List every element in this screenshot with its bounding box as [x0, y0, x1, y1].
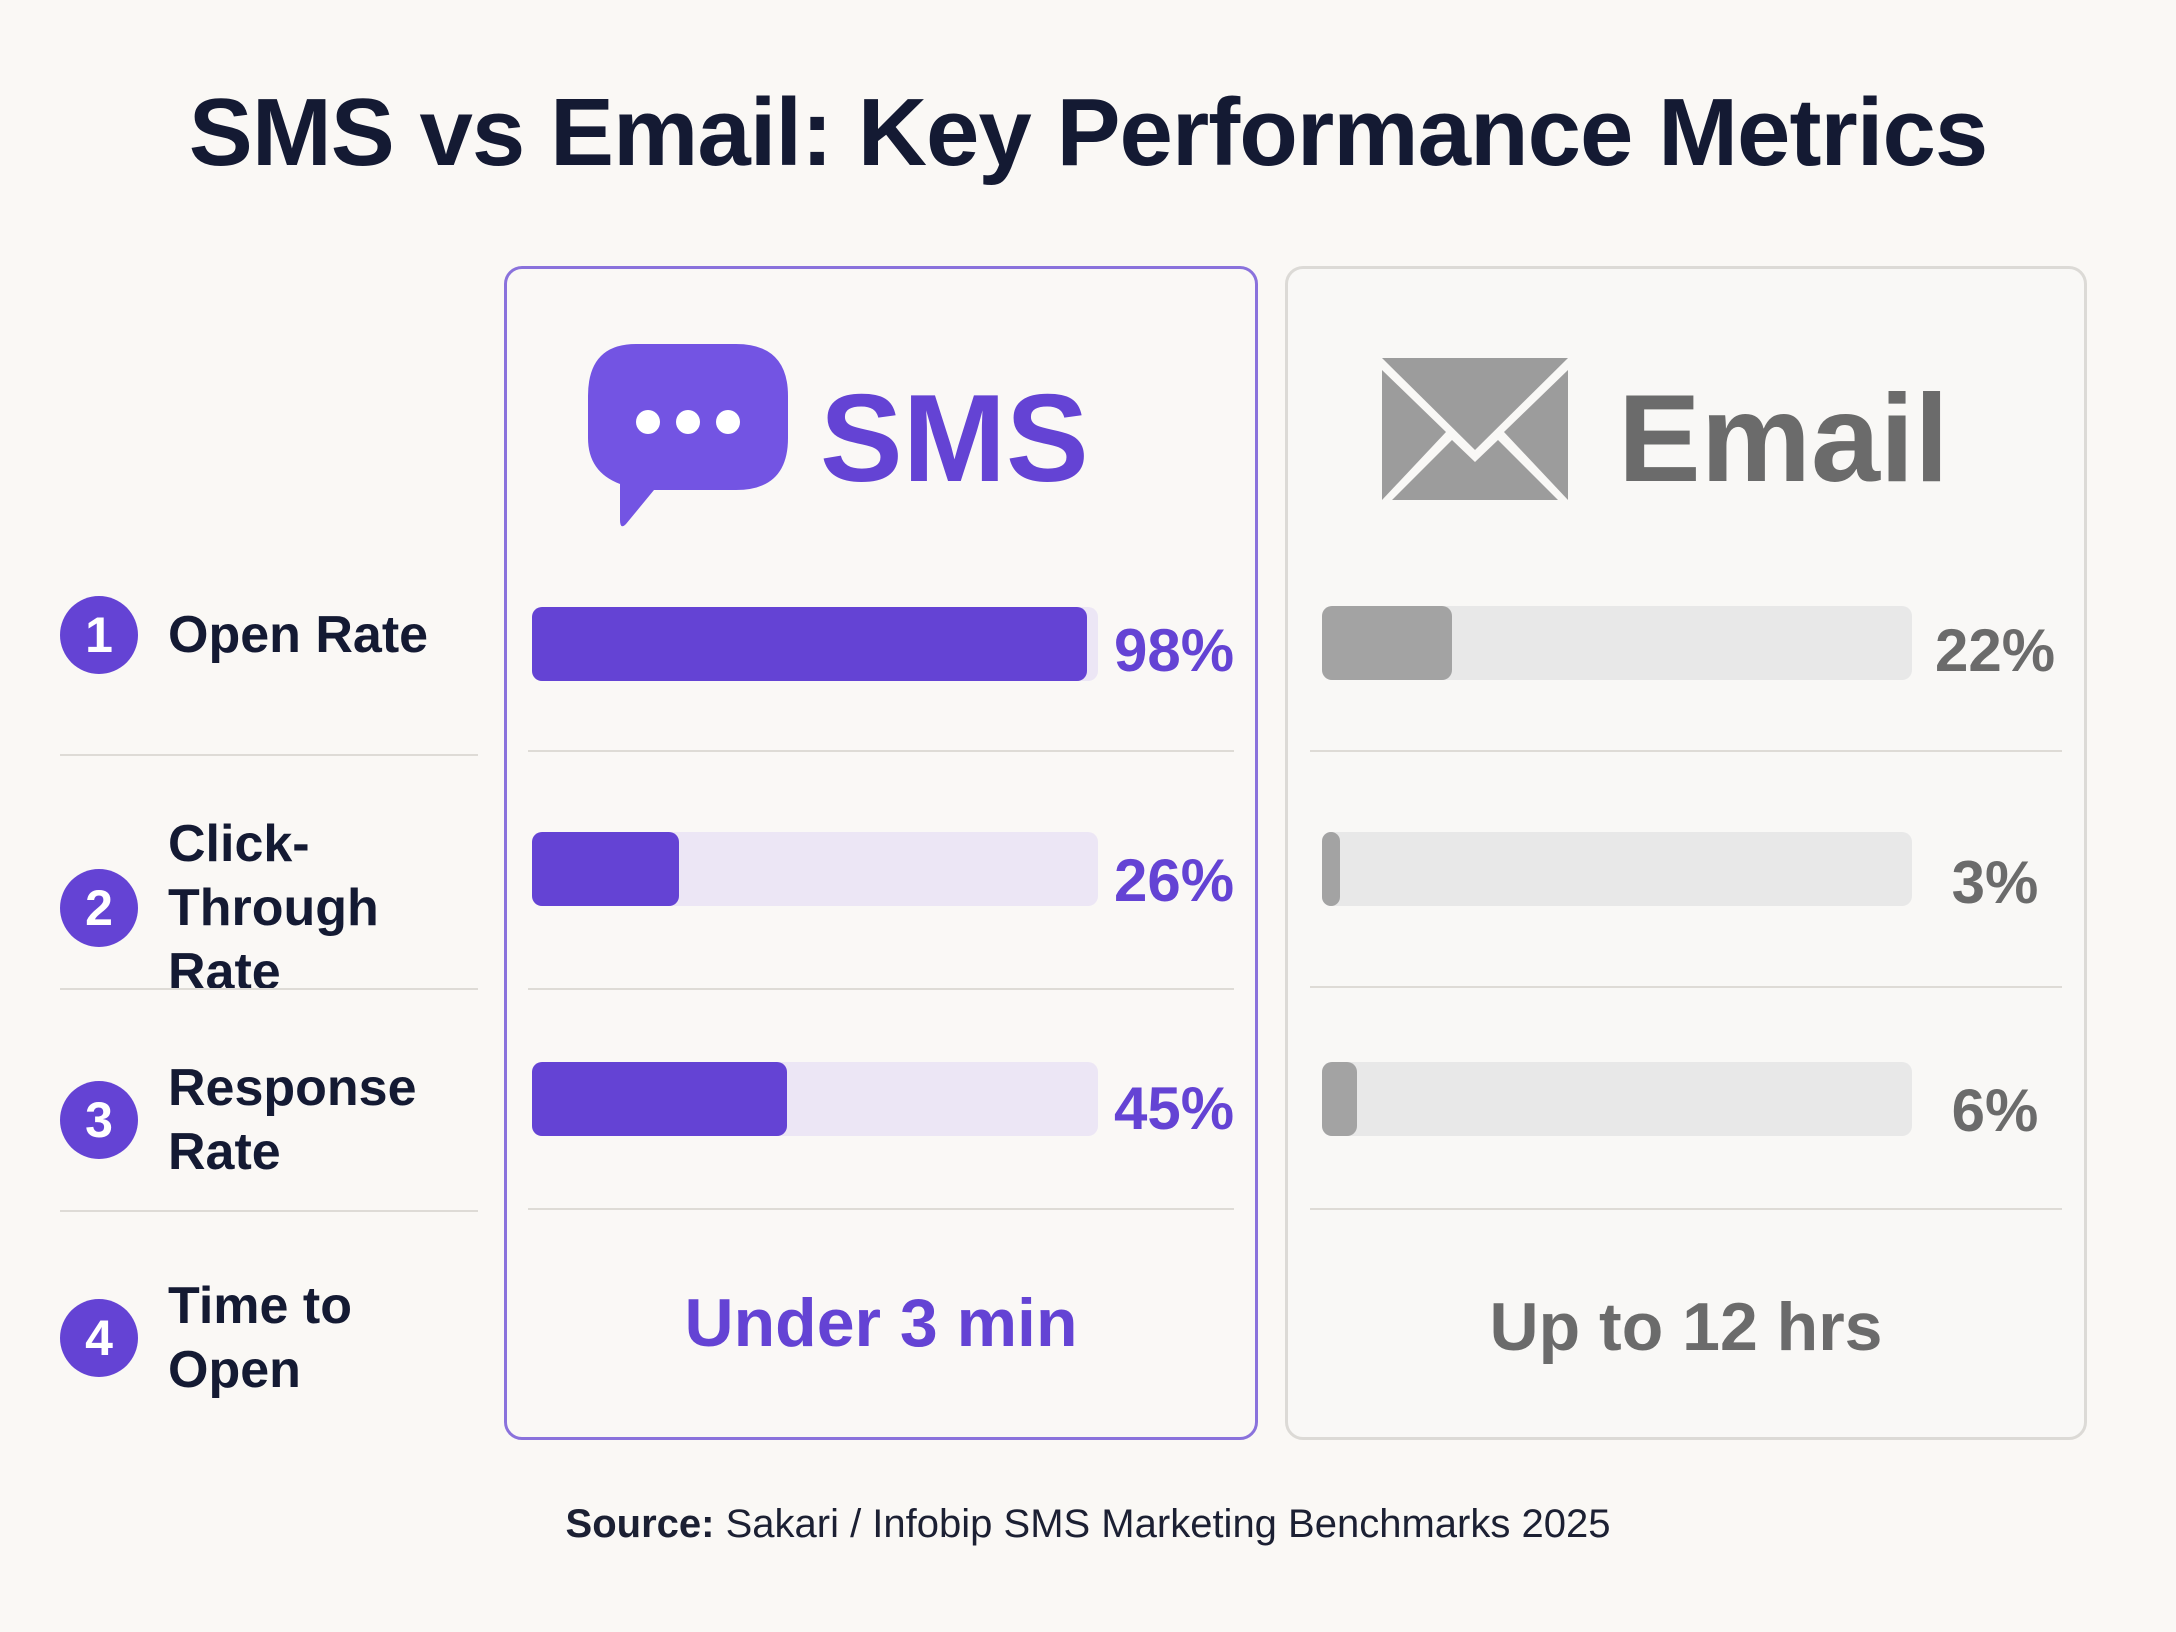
row-divider	[1310, 986, 2062, 988]
row-divider	[60, 754, 478, 756]
sms-bar-click-through-rate	[532, 832, 680, 906]
sms-bar-track	[532, 1062, 1098, 1136]
row-divider	[528, 988, 1234, 990]
metric-row-time-to-open: 4 Time to Open	[60, 1274, 478, 1402]
row-divider	[60, 1210, 478, 1212]
metric-label: Response Rate	[168, 1059, 417, 1181]
metric-number-badge: 3	[60, 1081, 138, 1159]
email-bar-track	[1322, 1062, 1912, 1136]
metric-label: Open Rate	[168, 606, 429, 664]
row-divider	[528, 750, 1234, 752]
email-value-label: 22%	[1934, 617, 2056, 684]
chart-title: SMS vs Email: Key Performance Metrics	[188, 79, 1988, 186]
sms-bar-track	[532, 832, 1098, 906]
metric-number-badge: 2	[60, 869, 138, 947]
email-channel-name: Email	[1618, 370, 1949, 508]
sms-time-to-open: Under 3 min	[684, 1285, 1078, 1361]
row-divider	[60, 988, 478, 990]
metric-label: Time to Open	[168, 1277, 352, 1399]
email-bar-response-rate	[1322, 1062, 1358, 1136]
email-bar-open-rate	[1322, 606, 1452, 680]
source-prefix: Source:	[565, 1502, 715, 1546]
email-bar-track	[1322, 832, 1912, 906]
email-value-label: 6%	[1951, 1077, 2039, 1144]
envelope-icon	[1382, 358, 1568, 500]
sms-value-label: 98%	[1113, 617, 1235, 684]
row-divider	[1310, 750, 2062, 752]
metric-row-response-rate: 3 Response Rate	[60, 1056, 478, 1184]
sms-bar-track	[532, 607, 1098, 681]
email-value-label: 3%	[1951, 849, 2039, 916]
row-divider	[528, 1208, 1234, 1210]
metric-number-badge: 1	[60, 596, 138, 674]
email-bar-click-through-rate	[1322, 832, 1340, 906]
source-note: Source: Sakari / Infobip SMS Marketing B…	[0, 1502, 2176, 1547]
metric-label: Click-Through Rate	[168, 815, 379, 1001]
sms-channel-name: SMS	[820, 370, 1089, 508]
sms-bar-response-rate	[532, 1062, 787, 1136]
metric-row-click-through-rate: 2 Click-Through Rate	[60, 812, 478, 1004]
metric-row-open-rate: 1 Open Rate	[60, 596, 478, 674]
sms-bar-open-rate	[532, 607, 1087, 681]
sms-value-label: 45%	[1113, 1075, 1235, 1142]
source-text: Sakari / Infobip SMS Marketing Benchmark…	[714, 1502, 1611, 1546]
row-divider	[1310, 1208, 2062, 1210]
email-bar-track	[1322, 606, 1912, 680]
email-time-to-open: Up to 12 hrs	[1489, 1289, 1883, 1365]
sms-value-label: 26%	[1113, 847, 1235, 914]
chat-bubble-icon	[588, 344, 788, 527]
metric-number-badge: 4	[60, 1299, 138, 1377]
